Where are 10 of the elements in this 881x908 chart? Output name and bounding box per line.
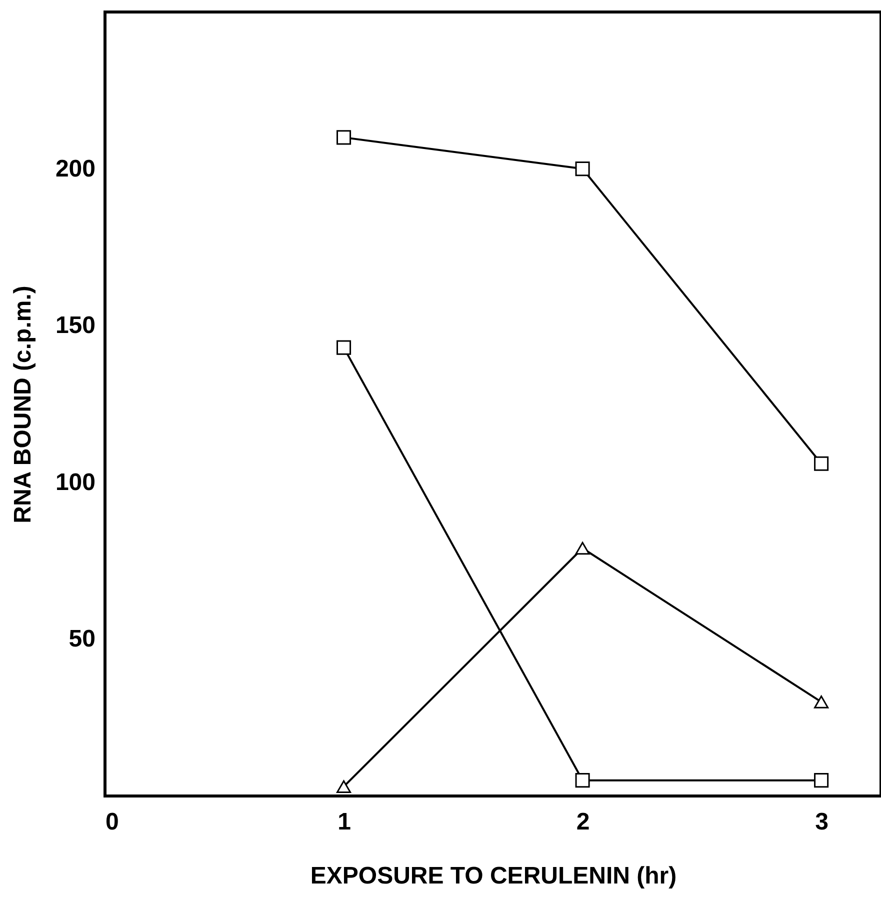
- x-tick-label: 1: [338, 808, 351, 836]
- y-tick-label: 100: [55, 468, 96, 496]
- x-axis-title: EXPOSURE TO CERULENIN (hr): [310, 862, 677, 890]
- y-tick-label: 200: [55, 155, 96, 182]
- x-tick-label: 0: [106, 808, 119, 836]
- y-tick-label: 150: [55, 312, 96, 340]
- y-tick-label: 50: [68, 626, 96, 653]
- x-tick-label: 2: [576, 808, 590, 836]
- x-tick-label: 3: [815, 808, 828, 836]
- y-axis-title: RNA BOUND (c.p.m.): [9, 286, 36, 524]
